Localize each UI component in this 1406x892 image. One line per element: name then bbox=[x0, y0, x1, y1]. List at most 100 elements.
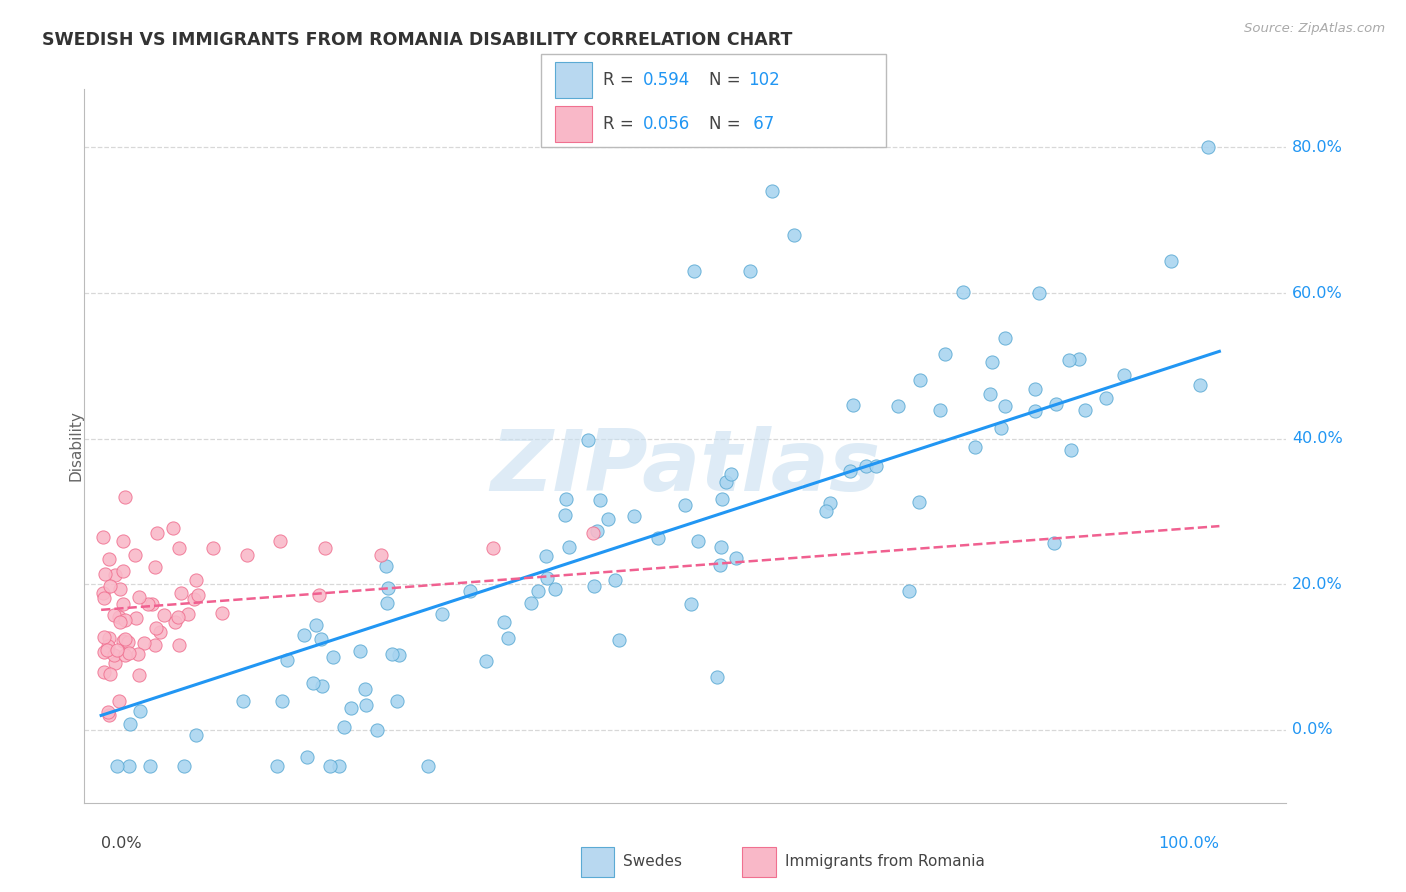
Point bbox=[96, 643, 118, 657]
Point bbox=[118, 759, 141, 773]
Point bbox=[117, 635, 139, 649]
Point bbox=[934, 346, 956, 360]
Point bbox=[292, 628, 315, 642]
Point bbox=[783, 227, 806, 242]
Point bbox=[107, 610, 129, 624]
Point bbox=[607, 632, 630, 647]
Point bbox=[112, 564, 135, 578]
Point bbox=[375, 596, 398, 610]
Point bbox=[1024, 382, 1046, 396]
Point bbox=[725, 551, 748, 566]
Point bbox=[952, 285, 974, 299]
Point bbox=[714, 475, 737, 489]
Point bbox=[104, 657, 127, 671]
Point bbox=[994, 331, 1017, 345]
Point bbox=[1067, 352, 1090, 367]
Point bbox=[128, 704, 150, 718]
Point bbox=[314, 541, 336, 555]
Text: 20.0%: 20.0% bbox=[1292, 577, 1343, 592]
Point bbox=[375, 559, 398, 574]
Point bbox=[520, 596, 543, 610]
Point bbox=[928, 402, 950, 417]
Point bbox=[596, 512, 619, 526]
Point bbox=[1112, 368, 1135, 383]
Point bbox=[125, 611, 148, 625]
Point bbox=[124, 548, 146, 562]
Text: 40.0%: 40.0% bbox=[1292, 431, 1343, 446]
Point bbox=[582, 526, 605, 541]
Point bbox=[385, 694, 408, 708]
Point bbox=[108, 582, 131, 597]
Text: 80.0%: 80.0% bbox=[1292, 140, 1343, 155]
Text: ZIPatlas: ZIPatlas bbox=[491, 425, 880, 509]
Text: Swedes: Swedes bbox=[623, 855, 682, 869]
Point bbox=[908, 372, 931, 386]
Point bbox=[814, 503, 837, 517]
Point bbox=[276, 653, 298, 667]
Point bbox=[1028, 285, 1050, 300]
Text: SWEDISH VS IMMIGRANTS FROM ROMANIA DISABILITY CORRELATION CHART: SWEDISH VS IMMIGRANTS FROM ROMANIA DISAB… bbox=[42, 31, 793, 49]
Point bbox=[494, 615, 516, 629]
Point bbox=[128, 667, 150, 681]
Point bbox=[128, 591, 150, 605]
Point bbox=[709, 558, 731, 573]
Y-axis label: Disability: Disability bbox=[69, 410, 83, 482]
Point bbox=[605, 574, 627, 588]
Point bbox=[340, 701, 363, 715]
Point bbox=[965, 440, 987, 454]
Point bbox=[235, 548, 257, 562]
Point bbox=[681, 597, 703, 611]
Point bbox=[186, 728, 208, 742]
Point bbox=[544, 582, 567, 596]
Point bbox=[319, 759, 342, 773]
Point bbox=[98, 667, 121, 681]
Point bbox=[534, 549, 557, 563]
Point bbox=[430, 607, 453, 621]
Point bbox=[1160, 254, 1182, 268]
Point bbox=[146, 526, 169, 541]
Point bbox=[108, 615, 131, 630]
Point bbox=[738, 264, 761, 278]
Point bbox=[120, 716, 142, 731]
Point bbox=[153, 608, 176, 623]
Point bbox=[1045, 397, 1067, 411]
Point bbox=[381, 647, 404, 661]
Text: N =: N = bbox=[709, 115, 745, 133]
Point bbox=[418, 759, 440, 773]
Point bbox=[305, 618, 328, 632]
Point bbox=[100, 578, 122, 592]
Point bbox=[839, 464, 862, 478]
Point bbox=[112, 533, 135, 548]
Point bbox=[907, 494, 929, 508]
Point bbox=[114, 632, 136, 647]
Point bbox=[388, 648, 411, 663]
Point bbox=[93, 591, 115, 605]
Point bbox=[981, 355, 1004, 369]
Point bbox=[103, 648, 125, 662]
Point bbox=[311, 679, 333, 693]
Text: R =: R = bbox=[603, 70, 640, 88]
Point bbox=[498, 631, 520, 645]
Point bbox=[112, 634, 135, 648]
Text: 0.594: 0.594 bbox=[643, 70, 690, 88]
Point bbox=[623, 508, 645, 523]
Point bbox=[104, 567, 127, 582]
Point bbox=[93, 665, 115, 680]
Point bbox=[97, 551, 120, 566]
Point bbox=[328, 759, 350, 773]
Point bbox=[108, 694, 131, 708]
Text: 60.0%: 60.0% bbox=[1292, 285, 1343, 301]
Point bbox=[169, 541, 191, 555]
Point bbox=[93, 630, 115, 644]
Point bbox=[187, 588, 209, 602]
Point bbox=[322, 649, 344, 664]
Text: 0.0%: 0.0% bbox=[1292, 723, 1333, 738]
Point bbox=[173, 759, 195, 773]
Point bbox=[149, 624, 172, 639]
Point bbox=[332, 720, 354, 734]
Point bbox=[710, 540, 733, 554]
Point bbox=[576, 434, 599, 448]
Point bbox=[201, 541, 224, 555]
Point bbox=[170, 585, 193, 599]
Point bbox=[589, 492, 612, 507]
